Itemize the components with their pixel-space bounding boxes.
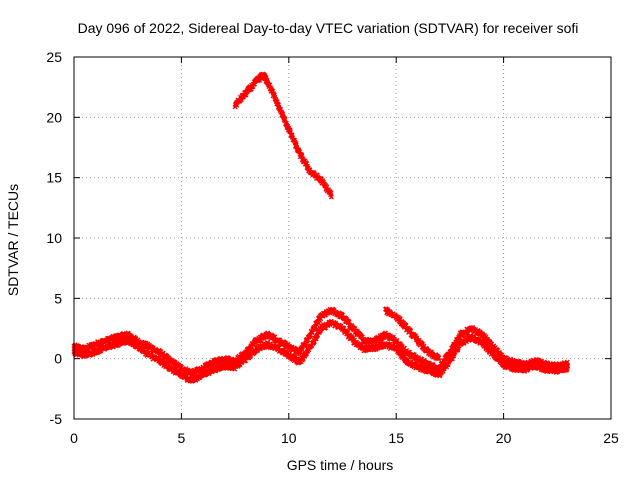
data-point bbox=[202, 366, 208, 372]
data-point bbox=[430, 361, 436, 367]
data-point bbox=[265, 340, 271, 346]
data-point bbox=[276, 345, 282, 351]
data-point bbox=[564, 359, 570, 365]
data-point bbox=[484, 336, 490, 342]
data-point bbox=[299, 347, 305, 353]
data-point bbox=[359, 334, 365, 340]
data-point bbox=[267, 341, 273, 347]
data-points bbox=[71, 71, 571, 384]
chart-title: Day 096 of 2022, Sidereal Day-to-day VTE… bbox=[78, 20, 579, 36]
grid bbox=[74, 57, 611, 419]
data-point bbox=[483, 334, 489, 340]
data-point bbox=[95, 339, 101, 345]
data-point bbox=[183, 374, 189, 380]
